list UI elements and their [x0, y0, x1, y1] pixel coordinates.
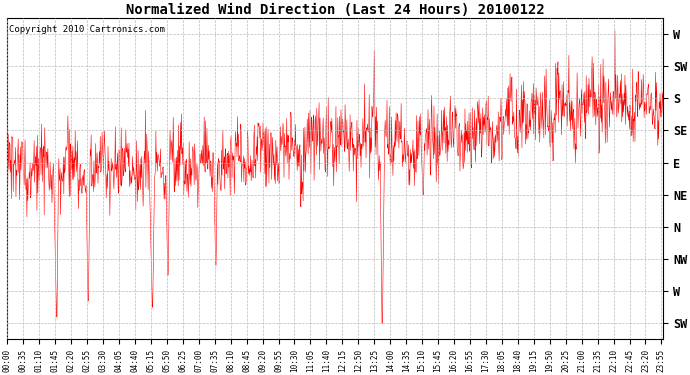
Title: Normalized Wind Direction (Last 24 Hours) 20100122: Normalized Wind Direction (Last 24 Hours…	[126, 3, 544, 17]
Text: Copyright 2010 Cartronics.com: Copyright 2010 Cartronics.com	[9, 25, 165, 34]
